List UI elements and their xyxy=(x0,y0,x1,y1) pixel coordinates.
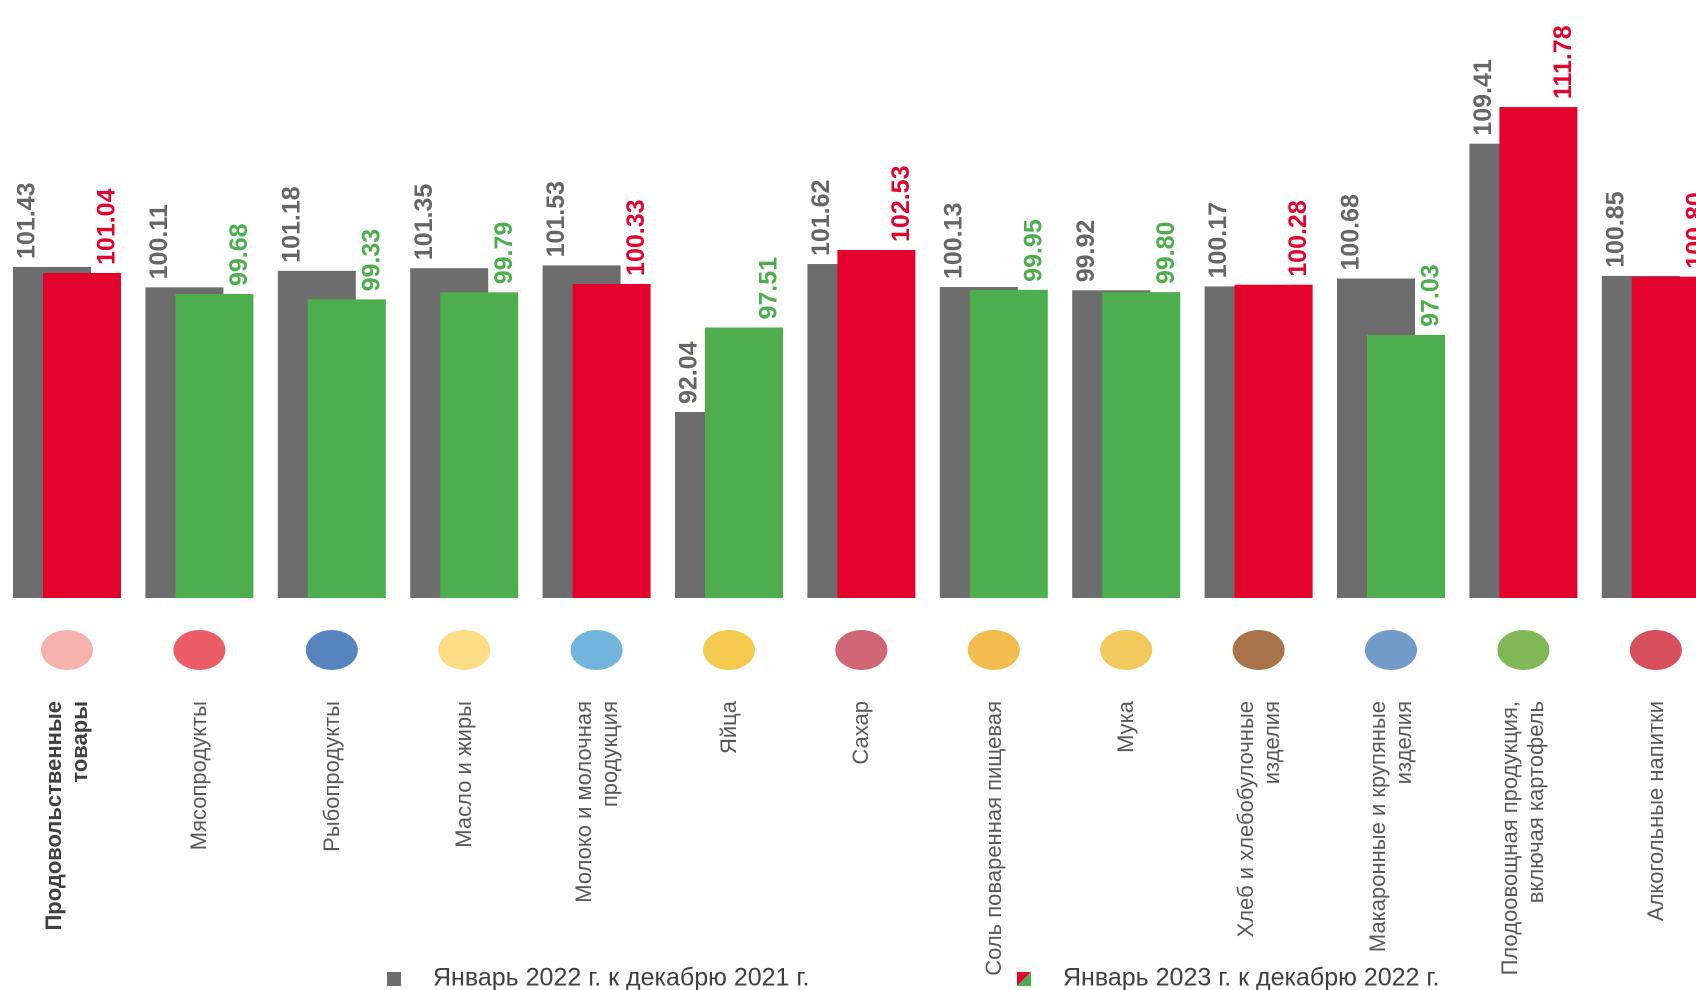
value-label: 99.92 xyxy=(1072,220,1100,283)
category-icon xyxy=(968,630,1020,670)
bar xyxy=(440,292,518,598)
bar xyxy=(1102,292,1180,598)
value-label: 100.68 xyxy=(1337,194,1365,271)
x-tick-label: Молоко и молочная продукция xyxy=(549,701,645,990)
bar xyxy=(1367,335,1445,598)
legend-marker xyxy=(387,972,401,986)
value-label: 99.80 xyxy=(1152,222,1180,285)
bar xyxy=(573,284,651,598)
value-label: 101.18 xyxy=(277,186,305,263)
bar xyxy=(970,290,1048,598)
value-label: 102.53 xyxy=(887,166,915,242)
x-tick-label: Макаронные и крупяные изделия xyxy=(1343,701,1439,990)
category-icon xyxy=(571,630,623,670)
x-tick-label: Масло и жиры xyxy=(416,701,512,990)
category-icon xyxy=(1100,630,1152,670)
x-tick-label: Продовольственные товары xyxy=(19,701,115,990)
value-label: 101.62 xyxy=(807,180,835,256)
value-label: 100.33 xyxy=(622,199,650,275)
value-label: 101.35 xyxy=(410,184,438,261)
bar xyxy=(308,299,386,598)
category-icon xyxy=(703,630,755,670)
value-label: 99.68 xyxy=(225,223,253,286)
category-icon xyxy=(835,630,887,670)
value-label: 100.17 xyxy=(1204,202,1232,278)
bar xyxy=(175,294,253,598)
bar xyxy=(705,328,783,598)
category-icon xyxy=(438,630,490,670)
value-label: 99.33 xyxy=(357,229,385,292)
value-label: 92.04 xyxy=(675,341,703,404)
value-label: 97.03 xyxy=(1417,264,1445,327)
chart: 101.43 101.04 100.11 99.68 101.18 99.33 101.35… xyxy=(0,0,1696,990)
bar xyxy=(837,250,915,598)
value-label: 101.04 xyxy=(93,188,121,265)
value-label: 100.13 xyxy=(939,203,967,279)
x-tick-label: Мука xyxy=(1078,701,1174,990)
bar xyxy=(1632,277,1696,598)
value-label: 100.80 xyxy=(1681,192,1696,268)
x-tick-label: Хлеб и хлебобулочные изделия xyxy=(1211,701,1307,990)
bar xyxy=(1499,107,1577,598)
value-label: 99.79 xyxy=(490,222,518,285)
value-label: 97.51 xyxy=(755,257,783,320)
x-tick-label: Алкогольные напитки xyxy=(1608,701,1696,990)
value-label: 101.53 xyxy=(542,181,570,257)
value-label: 100.28 xyxy=(1284,200,1312,277)
x-tick-label: Мясопродукты xyxy=(151,701,247,990)
value-label: 111.78 xyxy=(1549,25,1577,99)
value-label: 100.85 xyxy=(1601,191,1629,268)
value-label: 100.11 xyxy=(145,204,173,279)
category-icon xyxy=(1497,630,1549,670)
x-tick-label: Соль поваренная пищевая xyxy=(946,701,1042,990)
category-icon xyxy=(306,630,358,670)
x-tick-label: Плодоовощная продукция, включая картофел… xyxy=(1475,701,1571,990)
bar xyxy=(43,273,121,598)
category-icon xyxy=(41,630,93,670)
value-label: 109.41 xyxy=(1469,59,1497,136)
value-label: 99.95 xyxy=(1019,219,1047,282)
category-icon xyxy=(1630,630,1682,670)
x-tick-label: Яйца xyxy=(681,701,777,990)
value-label: 101.43 xyxy=(13,182,41,258)
x-tick-label: Сахар xyxy=(813,701,909,990)
x-tick-label: Рыбопродукты xyxy=(284,701,380,990)
bar xyxy=(1235,285,1313,598)
category-icon xyxy=(1233,630,1285,670)
category-icon xyxy=(173,630,225,670)
category-icon xyxy=(1365,630,1417,670)
